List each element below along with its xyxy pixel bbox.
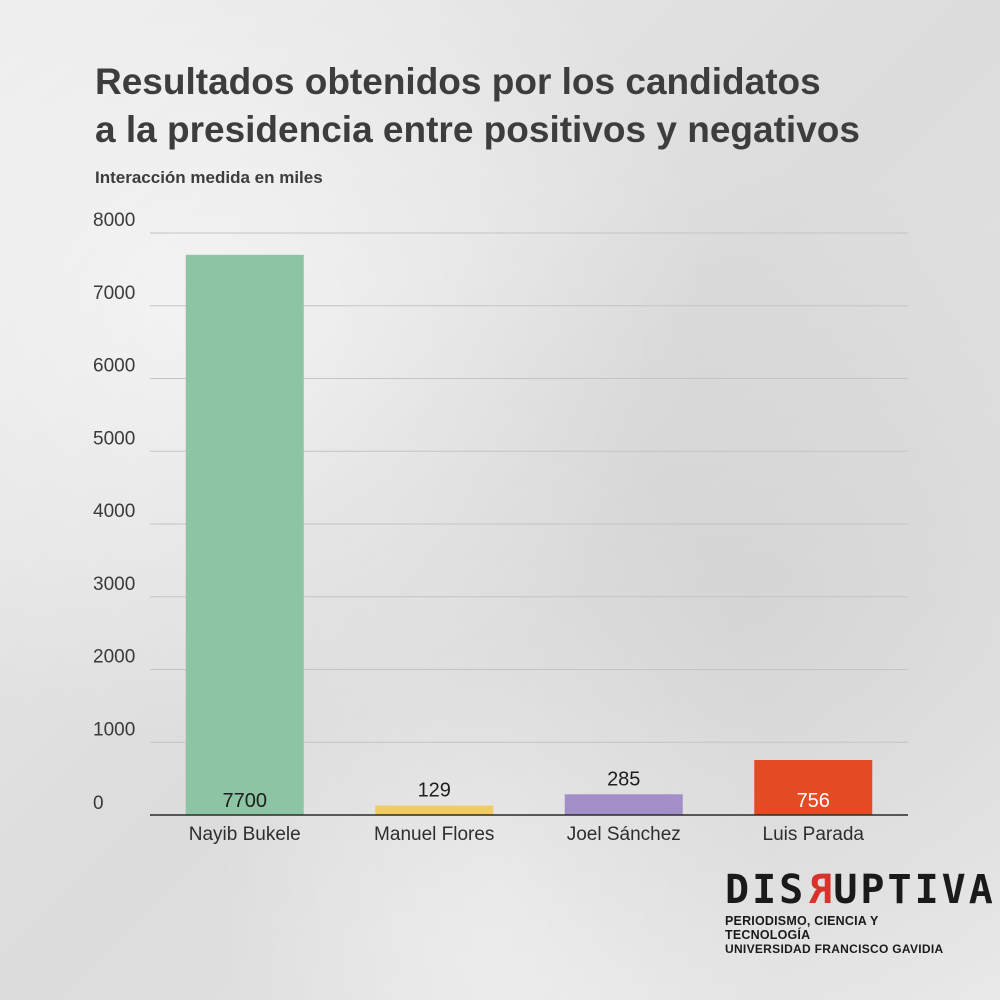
logo-tagline: PERIODISMO, CIENCIA Y TECNOLOGÍA — [725, 914, 879, 942]
logo-wordmark-start: DIS — [725, 867, 807, 913]
y-tick-label: 6000 — [93, 356, 135, 377]
x-tick-label: Luis Parada — [763, 824, 865, 845]
chart-title-line-2: a la presidencia entre positivos y negat… — [95, 109, 860, 150]
bar-value-label: 285 — [607, 768, 640, 790]
x-tick-label: Joel Sánchez — [567, 824, 681, 845]
bar — [375, 805, 494, 815]
logo-wordmark: DIS R UPTIVA — [725, 867, 993, 913]
logo-university: UNIVERSIDAD FRANCISCO GAVIDIA — [725, 942, 944, 956]
y-tick-label: 4000 — [93, 501, 135, 522]
y-tick-label: 0 — [93, 793, 104, 814]
y-tick-label: 2000 — [93, 647, 135, 668]
y-tick-label: 7000 — [93, 283, 135, 304]
chart-title-line-1: Resultados obtenidos por los candidatos — [95, 61, 821, 102]
y-tick-label: 8000 — [93, 210, 135, 231]
logo-wordmark-end: UPTIVA — [833, 867, 996, 913]
logo-wordmark-r: R — [806, 867, 834, 913]
bar-value-label: 129 — [418, 780, 451, 802]
bar — [754, 760, 873, 815]
bar-value-label: 7700 — [223, 790, 268, 812]
y-tick-label: 1000 — [93, 719, 135, 740]
bar — [564, 794, 683, 815]
bar — [185, 254, 304, 815]
disruptiva-logo: DIS R UPTIVA PERIODISMO, CIENCIA Y TECNOLO… — [725, 867, 993, 956]
chart-title: Resultados obtenidos por los candidatos … — [95, 58, 945, 154]
y-tick-label: 5000 — [93, 428, 135, 449]
chart-subtitle: Interacción medida en miles — [95, 168, 323, 187]
x-tick-label: Nayib Bukele — [189, 824, 301, 845]
bar-value-label: 756 — [797, 790, 830, 812]
y-tick-label: 3000 — [93, 574, 135, 595]
x-tick-label: Manuel Flores — [374, 824, 494, 845]
